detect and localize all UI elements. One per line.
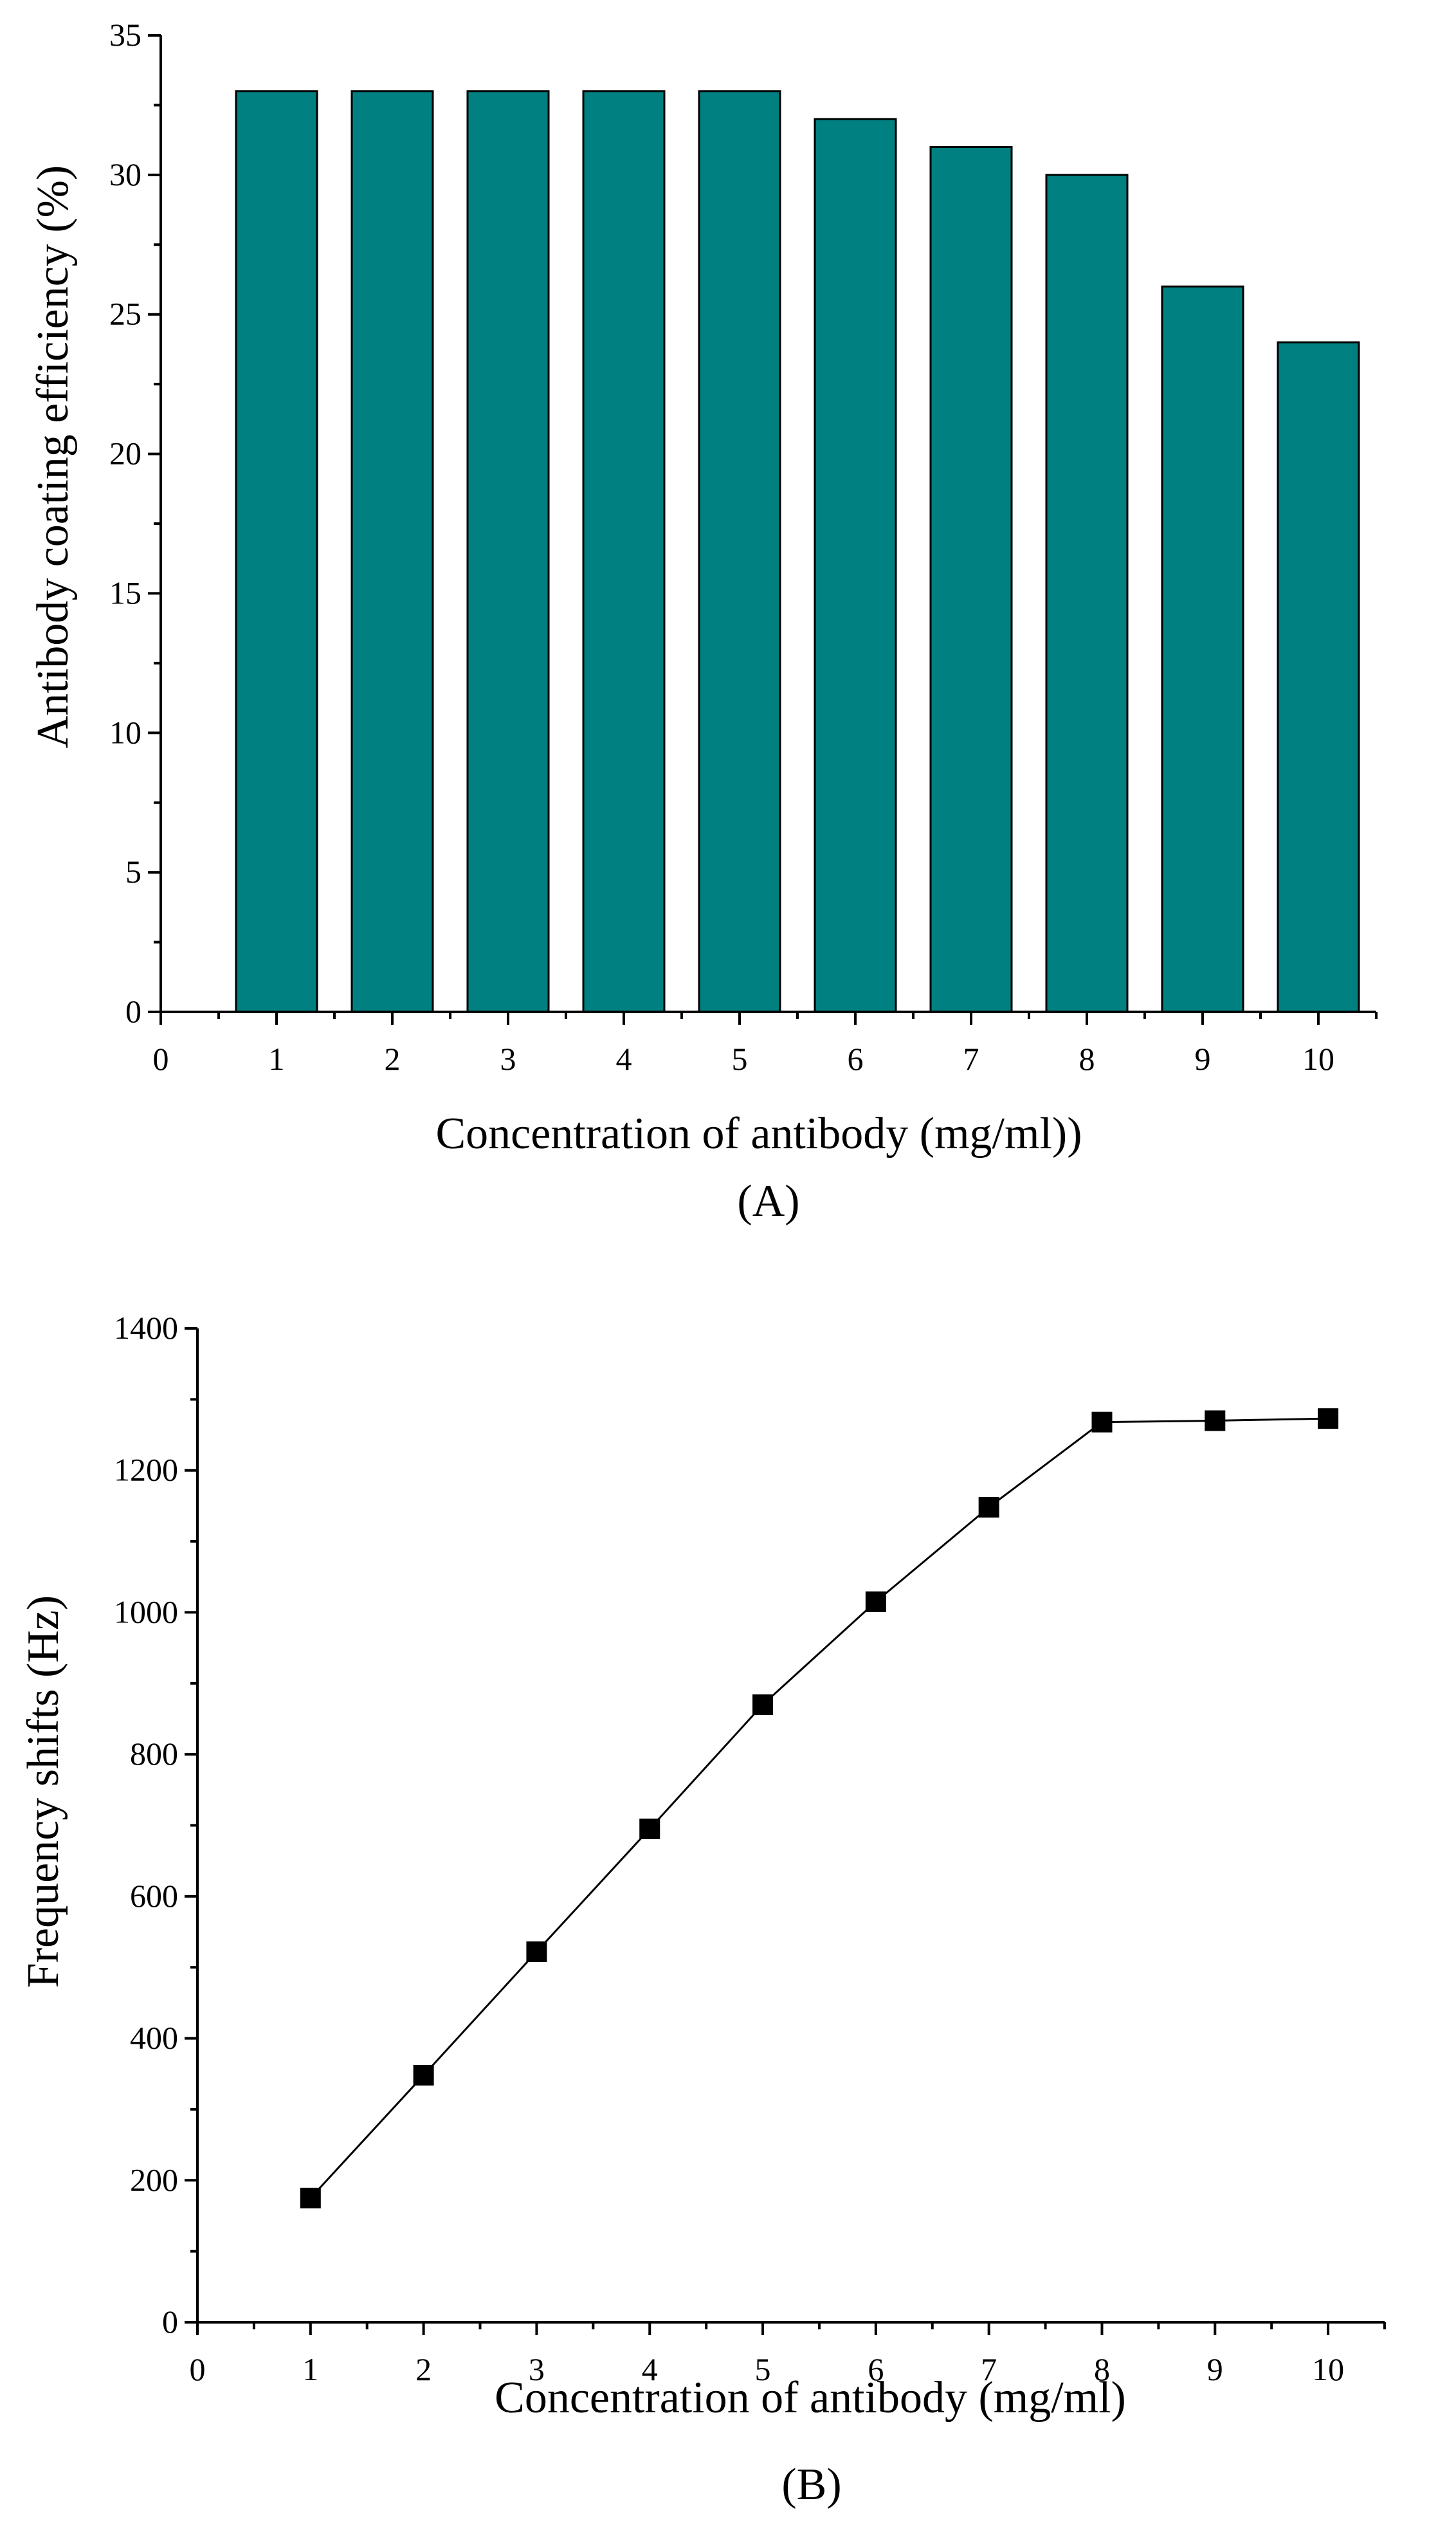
y-tick-label: 800: [130, 1736, 178, 1772]
x-axis-title: Concentration of antibody (mg/ml)): [435, 1109, 1082, 1159]
chart-b: 0 200 400 600 800 1000 1200 1400 0 1 2 3 4 5 6 7 8 9 10 Fr…: [19, 1310, 1386, 2509]
data-point: [639, 1819, 660, 1840]
x-tick-label: 6: [848, 1041, 864, 1077]
x-tick-label: 2: [415, 2351, 432, 2387]
x-tick-label: 8: [1094, 2351, 1110, 2387]
y-tick-label: 20: [109, 436, 141, 472]
bar: [1045, 174, 1129, 1013]
tick-labels: 0 5 10 15 20 25 30 35 0 1 2 3 4 5 6 7 8 9 10: [109, 17, 1334, 1077]
x-tick-label: 7: [963, 1041, 979, 1077]
axes: [185, 1327, 1386, 2335]
x-tick-label: 4: [642, 2351, 658, 2387]
x-tick-label: 4: [616, 1041, 632, 1077]
data-point: [865, 1591, 886, 1612]
panel-label-a: (A): [737, 1177, 799, 1226]
y-tick-label: 25: [109, 296, 141, 332]
x-tick-label: 0: [190, 2351, 206, 2387]
bar: [698, 90, 781, 1013]
x-tick-label: 6: [868, 2351, 884, 2387]
y-tick-label: 10: [109, 714, 141, 750]
data-point: [1318, 1408, 1339, 1429]
x-tick-label: 8: [1079, 1041, 1095, 1077]
y-tick-label: 5: [125, 854, 141, 890]
y-axis-title: Antibody coating efficiency (%): [28, 165, 78, 748]
bar: [1161, 285, 1244, 1013]
data-point: [1205, 1410, 1226, 1431]
y-tick-label: 1400: [114, 1310, 178, 1346]
marker-group: [300, 1408, 1339, 2208]
x-tick-label: 5: [732, 1041, 748, 1077]
y-tick-label: 400: [130, 2020, 178, 2056]
x-tick-label: 2: [385, 1041, 401, 1077]
bar: [350, 90, 434, 1013]
bar: [582, 90, 666, 1013]
x-axis-title: Concentration of antibody (mg/ml): [495, 2373, 1126, 2423]
y-tick-label: 600: [130, 1878, 178, 1914]
data-point: [300, 2187, 321, 2208]
y-tick-label: 35: [109, 17, 141, 53]
x-tick-label: 9: [1207, 2351, 1223, 2387]
bar: [235, 90, 318, 1013]
y-axis-title: Frequency shifts (Hz): [19, 1595, 68, 1988]
y-tick-label: 15: [109, 574, 141, 610]
series-line-path: [309, 1417, 1329, 2199]
x-tick-label: 10: [1302, 1041, 1334, 1077]
panel-label-b: (B): [781, 2460, 841, 2509]
chart-a: 0 5 10 15 20 25 30 35 0 1 2 3 4 5 6 7 8 9 10 Antibody coat…: [28, 17, 1378, 1226]
x-tick-label: 5: [755, 2351, 771, 2387]
y-tick-label: 0: [162, 2304, 178, 2340]
y-tick-label: 30: [109, 156, 141, 192]
data-point: [526, 1941, 547, 1962]
bar: [929, 145, 1013, 1013]
axes: [148, 34, 1378, 1025]
x-tick-label: 1: [302, 2351, 318, 2387]
y-tick-label: 1200: [114, 1452, 178, 1488]
y-tick-label: 1000: [114, 1593, 178, 1629]
data-point: [1091, 1411, 1113, 1433]
bar: [466, 90, 550, 1013]
series-line: [309, 1417, 1329, 2199]
tick-labels: 0 200 400 600 800 1000 1200 1400 0 1 2 3 4 5 6 7 8 9 10: [114, 1310, 1344, 2387]
y-tick-label: 200: [130, 2161, 178, 2197]
x-tick-label: 3: [500, 1041, 516, 1077]
x-tick-label: 7: [981, 2351, 997, 2387]
x-tick-label: 3: [529, 2351, 545, 2387]
x-tick-label: 1: [269, 1041, 285, 1077]
x-tick-label: 10: [1312, 2351, 1344, 2387]
data-point: [752, 1694, 774, 1715]
y-tick-label: 0: [125, 993, 141, 1029]
x-tick-label: 0: [153, 1041, 169, 1077]
bar: [1277, 341, 1360, 1013]
data-point: [413, 2064, 434, 2086]
bar: [814, 118, 897, 1013]
data-point: [978, 1497, 999, 1518]
bar-group: [235, 90, 1360, 1013]
x-tick-label: 9: [1195, 1041, 1211, 1077]
